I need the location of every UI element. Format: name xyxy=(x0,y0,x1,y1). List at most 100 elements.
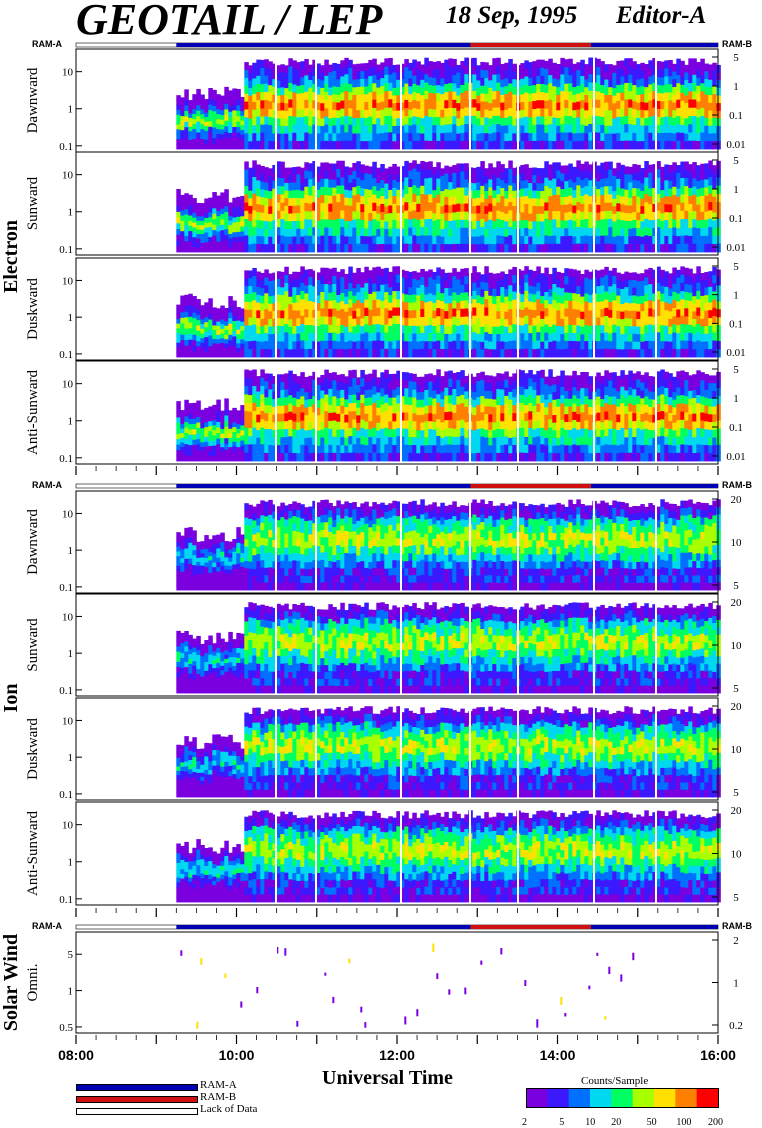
spectrogram-cell xyxy=(320,437,325,446)
spectrogram-cell xyxy=(700,132,705,142)
spectrogram-cell xyxy=(296,125,301,134)
spectrogram-cell xyxy=(188,205,193,211)
spectrogram-cell xyxy=(224,103,229,110)
spectrogram-cell xyxy=(656,185,661,195)
spectrogram-cell xyxy=(416,61,421,70)
spectrogram-cell xyxy=(296,414,301,423)
spectrogram-cell xyxy=(708,95,713,104)
spectrogram-cell xyxy=(688,196,693,205)
spectrogram-cell xyxy=(424,310,429,319)
spectrogram-cell xyxy=(240,221,245,227)
spectrogram-cell xyxy=(212,219,217,226)
spectrogram-cell xyxy=(528,198,533,207)
spectrogram-cell xyxy=(640,109,645,119)
spectrogram-cell xyxy=(528,333,533,342)
spectrogram-cell xyxy=(672,125,677,134)
spectrogram-cell xyxy=(228,127,233,134)
spectrogram-cell xyxy=(380,268,385,278)
spectrogram-cell xyxy=(716,103,721,112)
spectrogram-cell xyxy=(304,430,309,439)
spectrogram-cell xyxy=(336,133,341,142)
spectrogram-cell xyxy=(444,236,449,245)
spectrogram-cell xyxy=(236,343,241,349)
spectrogram-cell xyxy=(672,71,677,80)
spectrogram-cell xyxy=(376,324,381,333)
spectrogram-cell xyxy=(572,285,577,294)
spectrogram-cell xyxy=(436,267,441,277)
spectrogram-cell xyxy=(472,236,477,245)
spectrogram-cell xyxy=(440,293,445,302)
spectrogram-cell xyxy=(176,95,181,101)
spectrogram-cell xyxy=(548,334,553,343)
spectrogram-cell xyxy=(464,187,469,196)
spectrogram-cell xyxy=(508,67,513,76)
spectrogram-cell xyxy=(320,316,325,325)
spectrogram-cell xyxy=(508,277,513,286)
spectrogram-cell xyxy=(312,270,317,279)
spectrogram-cell xyxy=(448,349,453,358)
spectrogram-cell xyxy=(368,92,373,101)
spectrogram-cell xyxy=(308,79,313,89)
spectrogram-cell xyxy=(456,310,461,319)
spectrogram-cell xyxy=(616,280,621,289)
spectrogram-cell xyxy=(456,187,461,197)
spectrogram-cell xyxy=(656,77,661,86)
spectrogram-cell xyxy=(508,243,513,253)
spectrogram-cell xyxy=(232,232,237,238)
spectrogram-cell xyxy=(528,183,533,192)
spectrogram-cell xyxy=(688,348,693,358)
spectrogram-cell xyxy=(540,280,545,289)
spectrogram-cell xyxy=(204,198,209,204)
spectrogram-cell xyxy=(220,319,225,325)
spectrogram-cell xyxy=(240,96,245,103)
spectrogram-cell xyxy=(640,334,645,343)
spectrogram-cell xyxy=(452,165,457,174)
spectrogram-cell xyxy=(580,187,585,197)
spectrogram-cell xyxy=(360,243,365,253)
spectrogram-cell xyxy=(424,66,429,75)
spectrogram-cell xyxy=(360,318,365,327)
spectrogram-cell xyxy=(628,66,633,76)
spectrogram-cell xyxy=(184,127,189,134)
spectrogram-cell xyxy=(204,208,209,214)
spectrogram-cell xyxy=(360,228,365,237)
spectrogram-cell xyxy=(532,325,537,334)
spectrogram-cell xyxy=(208,93,213,100)
spectrogram-cell xyxy=(532,333,537,342)
spectrogram-cell xyxy=(640,190,645,200)
spectrogram-cell xyxy=(224,330,229,336)
spectrogram-cell xyxy=(196,411,201,418)
spectrogram-cell xyxy=(420,169,425,178)
spectrogram-cell xyxy=(708,218,713,228)
spectrogram-cell xyxy=(216,438,221,445)
spectrogram-cell xyxy=(268,389,273,398)
spectrogram-cell xyxy=(212,316,217,322)
spectrogram-cell xyxy=(272,326,277,335)
spectrogram-cell xyxy=(388,66,393,76)
spectrogram-cell xyxy=(284,413,289,422)
spectrogram-cell xyxy=(296,228,301,237)
spectrogram-cell xyxy=(656,69,661,78)
spectrogram-cell xyxy=(660,285,665,295)
spectrogram-cell xyxy=(624,174,629,183)
spectrogram-cell xyxy=(272,376,277,385)
spectrogram-cell xyxy=(300,428,305,438)
spectrogram-cell xyxy=(648,108,653,118)
spectrogram-cell xyxy=(324,292,329,301)
spectrogram-cell xyxy=(628,82,633,92)
spectrogram-cell xyxy=(240,334,245,340)
spectrogram-cell xyxy=(216,104,221,110)
spectrogram-cell xyxy=(296,318,301,327)
spectrogram-cell xyxy=(316,133,321,142)
spectrogram-cell xyxy=(440,101,445,111)
spectrogram-cell xyxy=(188,413,193,420)
spectrogram-cell xyxy=(608,235,613,245)
spectrogram-cell xyxy=(432,310,437,319)
spectrogram-cell xyxy=(604,202,609,212)
spectrogram-cell xyxy=(580,195,585,205)
spectrogram-cell xyxy=(524,92,529,102)
spectrogram-cell xyxy=(692,326,697,335)
spectrogram-cell xyxy=(400,173,405,183)
spectrogram-cell xyxy=(640,326,645,335)
